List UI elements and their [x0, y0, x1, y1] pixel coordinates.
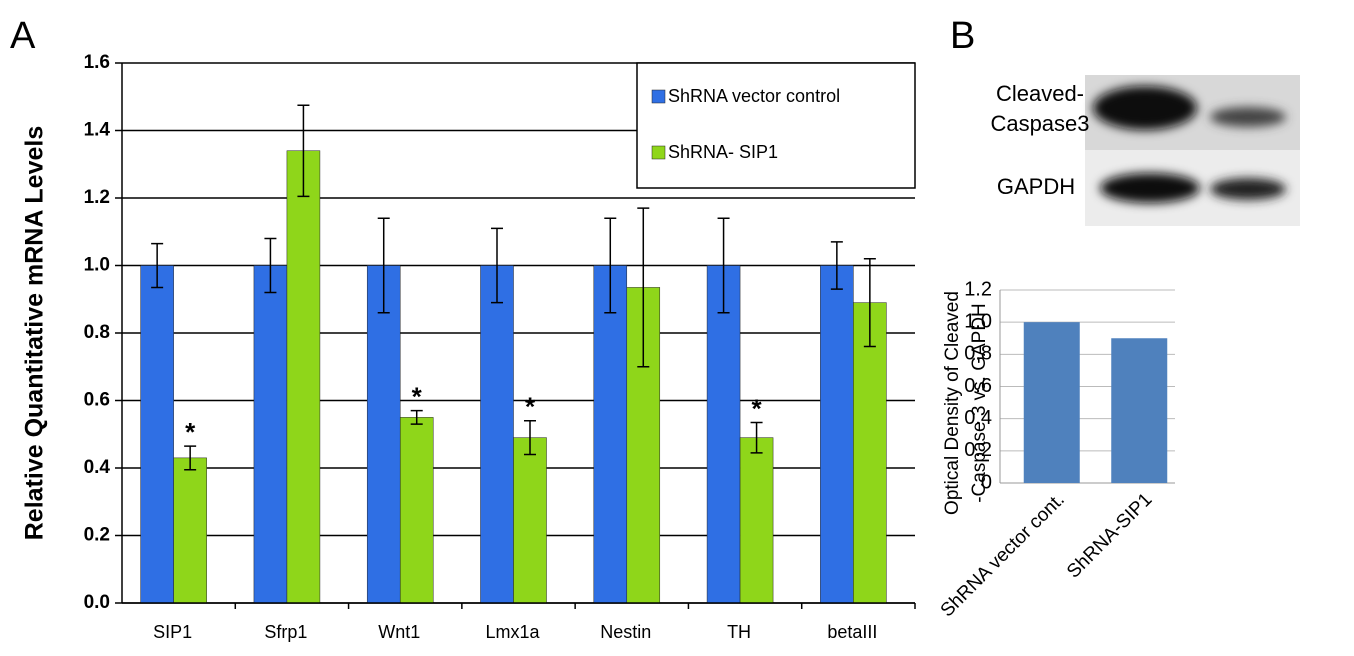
x-tick-label: Nestin: [600, 622, 651, 642]
legend-swatch: [652, 90, 665, 103]
bar: [254, 266, 287, 604]
x-tick-label: betaIII: [827, 622, 877, 642]
legend-label: ShRNA vector control: [668, 86, 840, 106]
y-axis-label: Optical Density of Cleaved: [942, 291, 963, 515]
page: {"chart_data": [ {"type": "grouped-bar",…: [0, 0, 1354, 656]
y-tick-label: 0.8: [84, 322, 110, 343]
y-axis-label: Relative Quantitative mRNA Levels: [21, 126, 49, 541]
y-tick-label: 0.6: [84, 390, 110, 411]
y-tick-label: 0.0: [84, 592, 110, 613]
y-tick-label: 0.4: [84, 457, 111, 478]
bar: [1024, 322, 1080, 483]
x-tick-label: Sfrp1: [264, 622, 307, 642]
bar: [707, 266, 740, 604]
y-tick-label: 1.2: [84, 187, 110, 208]
significance-marker: *: [525, 392, 536, 422]
legend-label: ShRNA- SIP1: [668, 142, 778, 162]
bar: [141, 266, 174, 604]
bar: [287, 151, 320, 603]
blot-band: [1210, 178, 1286, 200]
blot-label: Caspase3: [990, 111, 1089, 136]
blot-band: [1100, 173, 1200, 203]
western-blot: Cleaved- Caspase3 GAPDH: [990, 75, 1300, 226]
blot-label: GAPDH: [997, 174, 1075, 199]
x-tick-label: Wnt1: [378, 622, 420, 642]
y-tick-label: 1.0: [84, 255, 110, 276]
bar: [594, 266, 627, 604]
x-tick-label: TH: [727, 622, 751, 642]
significance-marker: *: [412, 382, 423, 412]
bar: [367, 266, 400, 604]
bar: [853, 303, 886, 603]
x-tick-label: ShRNA-SIP1: [1063, 489, 1156, 582]
bar: [400, 417, 433, 603]
x-tick-label: SIP1: [153, 622, 192, 642]
significance-marker: *: [185, 417, 196, 447]
bar: [481, 266, 514, 604]
blot-band: [1210, 107, 1286, 127]
x-tick-label: Lmx1a: [485, 622, 540, 642]
bar: [1111, 338, 1167, 483]
bar: [174, 458, 207, 603]
y-axis-label: -Caspase 3 vs. GAPDH: [969, 303, 990, 503]
y-tick-label: 0.2: [84, 525, 110, 546]
bar: [514, 438, 547, 603]
y-tick-label: 1.4: [84, 120, 111, 141]
significance-marker: *: [752, 393, 763, 423]
figure: A B Cleaved- Caspase3 GAPDH 0.0 0.2 0.4 0.6…: [0, 0, 1354, 656]
bar: [820, 266, 853, 604]
panel-label: B: [950, 15, 975, 57]
blot-band: [1093, 86, 1197, 130]
legend-box: [637, 63, 915, 188]
blot-label: Cleaved-: [996, 81, 1084, 106]
panel-label: A: [10, 15, 36, 57]
y-tick-label: 1.6: [84, 52, 110, 73]
y-tick-label: 1.2: [964, 278, 992, 300]
legend-swatch: [652, 146, 665, 159]
bar: [740, 438, 773, 603]
